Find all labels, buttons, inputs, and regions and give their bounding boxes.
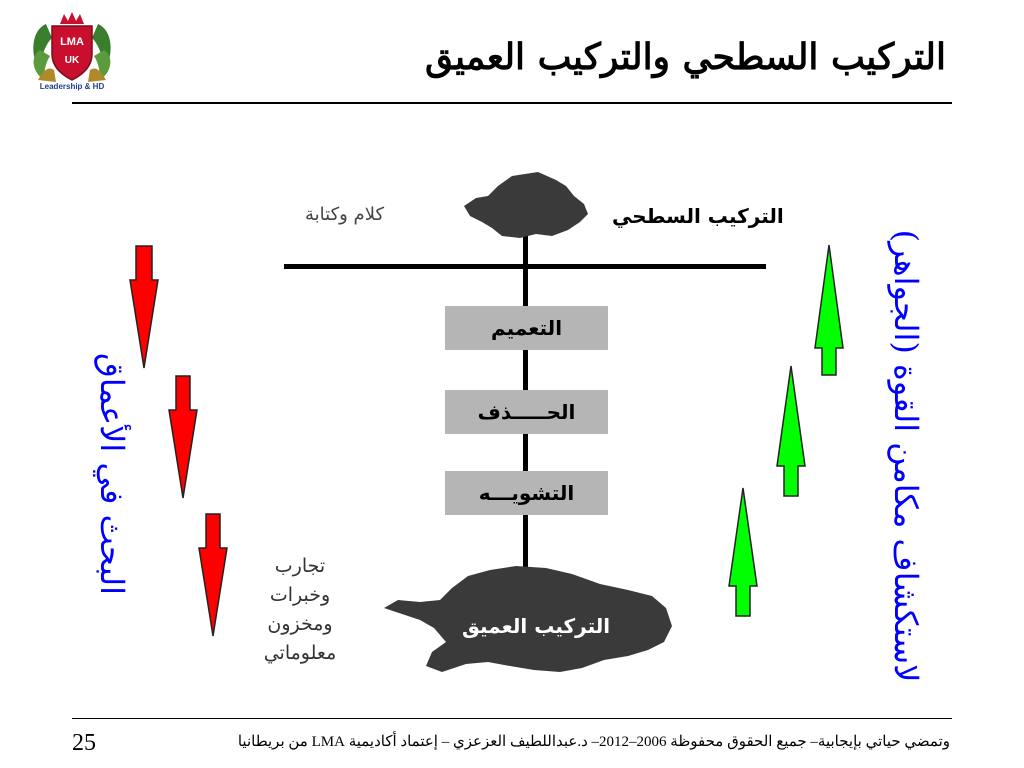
deep-structure-label: التركيب العميق	[462, 614, 611, 638]
down-arrow-1	[129, 245, 159, 369]
footer-rule	[72, 718, 952, 719]
logo	[26, 10, 118, 92]
left-side-text: البحث في الأعماق	[93, 353, 131, 595]
logo-top-text: LMA	[60, 36, 84, 48]
stage-deletion-box: الحـــــذف	[445, 390, 608, 434]
deep-note-line: ومخزون	[267, 613, 333, 635]
surface-structure-label: التركيب السطحي	[612, 204, 784, 228]
up-arrow-2	[776, 365, 806, 497]
slide-title: التركيب السطحي والتركيب العميق	[425, 36, 946, 78]
stage-distortion-box: التشويـــه	[445, 471, 608, 515]
deep-note-line: وخبرات	[269, 584, 331, 606]
deep-note-line: تجارب	[274, 555, 326, 577]
footer-text: وتمضي حياتي بإيجابية– جميع الحقوق محفوظة…	[237, 734, 950, 750]
right-side-text: لاستكشاف مكامن القوة (الجواهر)	[887, 229, 925, 683]
surface-note: كلام وكتابة	[305, 204, 385, 225]
logo-bottom-text: UK	[64, 55, 80, 66]
page-number: 25	[72, 730, 96, 756]
stage-generalization-box: التعميم	[445, 306, 608, 350]
deep-blob	[384, 566, 672, 672]
deep-note: تجارب وخبرات ومخزون معلوماتي	[250, 552, 350, 668]
up-arrow-1	[814, 244, 844, 376]
title-underline	[72, 102, 952, 104]
deep-note-line: معلوماتي	[263, 642, 337, 664]
down-arrow-3	[198, 513, 228, 637]
down-arrow-2	[168, 375, 198, 499]
logo-caption: Leadership & HD	[39, 82, 105, 91]
logo-emblem-icon	[33, 12, 111, 82]
up-arrow-3	[728, 487, 758, 617]
surface-blob	[464, 172, 588, 238]
